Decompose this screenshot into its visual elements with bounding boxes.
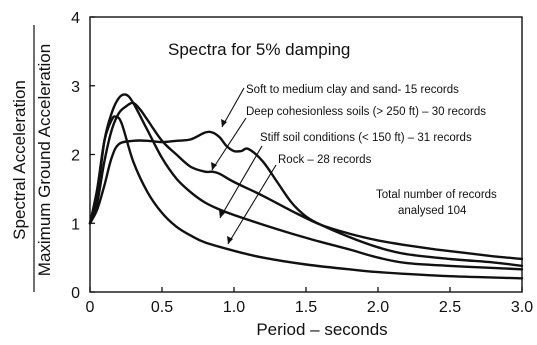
arrow-head-soft-clay [221,119,227,127]
x-axis-title: Period – seconds [256,320,387,339]
y-tick-label: 2 [71,148,80,165]
annotation-total-records: Total number of records [376,189,497,201]
annotation-deep-cohesionless: Deep cohesionless soils (> 250 ft) – 30 … [246,106,486,118]
x-tick-label: 3.0 [511,299,533,316]
arrow-stiff-soil [219,145,263,219]
y-tick-label: 1 [71,216,80,233]
x-tick-label: 0 [86,299,95,316]
rock-curve [88,115,524,280]
x-tick-label: 1.5 [295,299,317,316]
y-axis-title-numerator: Spectral Acceleration [10,80,29,240]
x-tick-label: 2.5 [439,299,461,316]
chart-title: Spectra for 5% damping [168,40,350,59]
y-axis-ticks: 0 1 2 3 4 [71,10,95,302]
x-axis-ticks: 0 0.5 1.0 1.5 2.0 2.5 3.0 [86,287,533,316]
annotation-stiff-soil: Stiff soil conditions (< 150 ft) – 31 re… [260,132,472,144]
spectra-curves [88,93,524,280]
soft-clay-curve [88,130,524,268]
arrow-rock [227,164,277,245]
x-tick-label: 1.0 [223,299,245,316]
y-tick-label: 4 [71,10,80,27]
arrow-head-stiff-soil [219,210,225,218]
y-tick-label: 3 [71,79,80,96]
x-tick-label: 0.5 [151,299,173,316]
arrow-deep-cohesionless [211,117,247,171]
annotation-rock: Rock – 28 records [278,154,372,166]
stiff-soil-curve [88,93,524,271]
x-tick-label: 2.0 [367,299,389,316]
annotation-arrows [211,87,277,245]
arrow-soft-clay [221,87,245,128]
annotation-analysed: analysed 104 [398,205,467,217]
y-axis-title-denominator: Maximum Ground Acceleration [35,44,54,276]
arrow-head-rock [227,236,233,244]
deep-cohesionless-curve [88,101,524,261]
annotation-soft-clay: Soft to medium clay and sand- 15 records [246,84,459,96]
arrow-head-deep-cohesionless [211,162,217,170]
y-tick-label: 0 [71,285,80,302]
